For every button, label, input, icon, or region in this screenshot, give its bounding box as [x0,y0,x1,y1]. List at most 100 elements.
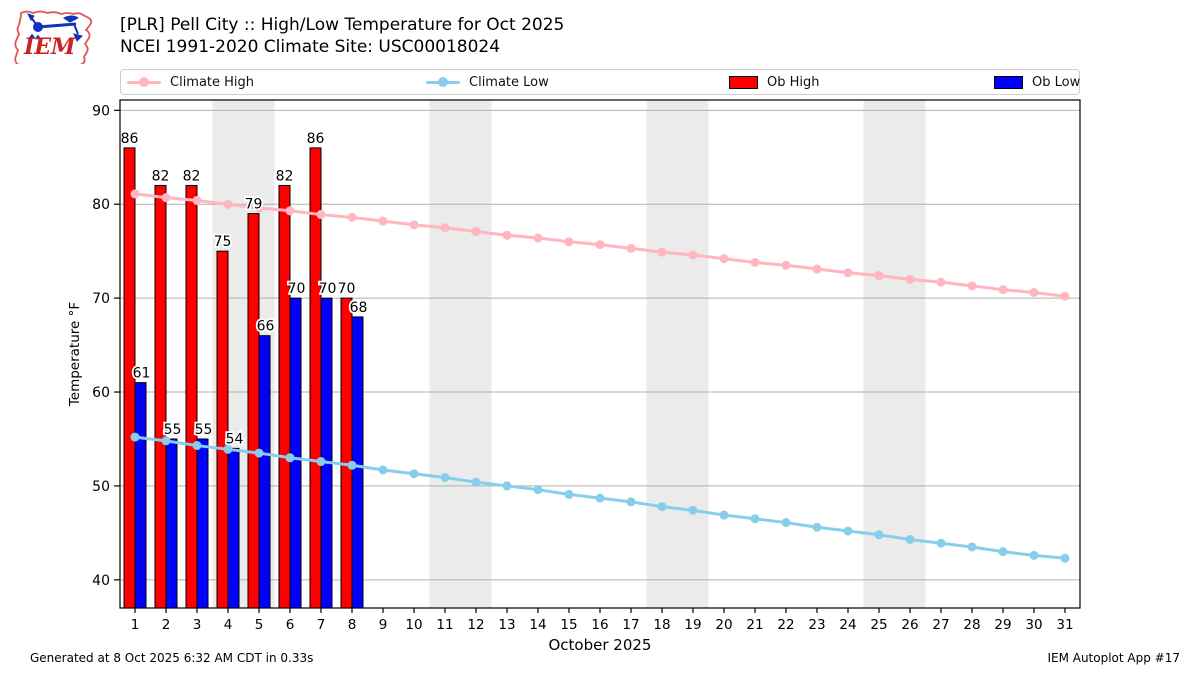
climate-high-marker [502,230,512,240]
ob-high-value-label: 70 [338,281,356,297]
x-tick-label: 22 [777,617,794,633]
climate-high-marker [1060,291,1070,301]
climate-high-marker [812,264,822,274]
x-tick-label: 26 [901,617,918,633]
climate-high-marker [936,277,946,287]
weathervane-icon [27,13,83,42]
ob-high-value-label: 82 [183,168,201,184]
climate-low-marker [719,510,729,520]
ob-high-bar [154,184,167,609]
x-tick-label: 25 [870,617,887,633]
climate-high-marker [998,285,1008,295]
climate-low-marker [285,453,295,463]
climate-low-marker [998,547,1008,557]
x-tick-label: 16 [591,617,608,633]
ob-low-value-label: 55 [164,422,182,438]
climate-high-sample-icon [127,77,161,87]
ob-low-bar [320,297,333,609]
x-axis-title: October 2025 [549,636,652,654]
climate-high-marker [843,268,853,278]
climate-low-marker [905,534,915,544]
climate-high-marker [905,274,915,284]
ob-high-bar [247,213,260,609]
x-tick-label: 28 [963,617,980,633]
climate-high-marker [967,281,977,291]
ob-high-bar [278,184,291,609]
climate-high-marker [688,250,698,260]
x-tick-label: 30 [1025,617,1042,633]
page-title: [PLR] Pell City :: High/Low Temperature … [120,15,565,35]
weekend-bands [212,100,926,608]
climate-low-marker [378,465,388,475]
x-tick-label: 14 [529,617,546,633]
climate-low-marker [440,472,450,482]
ob-low-value-label: 55 [195,422,213,438]
y-tick-label: 40 [92,573,110,589]
legend-label: Climate Low [469,74,549,90]
footer-generated-text: Generated at 8 Oct 2025 6:32 AM CDT in 0… [30,651,314,665]
x-tick-label: 12 [467,617,484,633]
climate-low-marker [347,460,357,470]
climate-low-marker [471,477,481,487]
ob-low-bar [196,438,209,609]
climate-low-marker [1029,550,1039,560]
climate-low-marker [595,493,605,503]
ob-low-value-label: 66 [257,319,275,335]
x-tick-label: 29 [994,617,1011,633]
y-tick-label: 70 [92,291,110,307]
climate-high-marker [347,212,357,222]
legend-label: Ob Low [1032,74,1081,90]
x-tick-label: 7 [317,617,326,633]
x-tick-label: 17 [622,617,639,633]
ob-low-bar [165,438,178,609]
climate-high-marker-icon [139,77,149,87]
climate-high-marker [719,254,729,264]
ob-high-value-label: 82 [276,168,294,184]
climate-high-marker [874,271,884,281]
x-tick-label: 19 [684,617,701,633]
climate-low-marker [409,469,419,479]
y-tick-label: 60 [92,385,110,401]
climate-low-marker [502,481,512,491]
ob-high-value-label: 75 [214,234,232,250]
x-tick-label: 21 [746,617,763,633]
weekend-band [646,100,709,608]
climate-high-marker [440,223,450,233]
climate-low-marker [254,448,264,458]
footer-app-text: IEM Autoplot App #17 [1047,651,1180,665]
legend-label: Ob High [767,74,820,90]
x-tick-label: 10 [405,617,422,633]
ob-low-sample-icon [994,75,1023,89]
page-subtitle: NCEI 1991-2020 Climate Site: USC00018024 [120,37,501,57]
ob-high-bar [185,184,198,609]
climate-low-marker [874,530,884,540]
weekend-band [863,100,926,608]
climate-low-marker [626,497,636,507]
y-tick-label: 80 [92,197,110,213]
climate-low-marker [843,526,853,536]
climate-low-marker [936,538,946,548]
climate-low-marker-icon [438,77,448,87]
ob-low-value-label: 54 [226,431,244,447]
x-tick-label: 20 [715,617,732,633]
climate-high-marker [192,195,202,205]
x-tick-label: 23 [808,617,825,633]
weekend-band [429,100,492,608]
x-tick-label: 6 [286,617,295,633]
x-tick-label: 11 [436,617,453,633]
climate-low-marker [192,441,202,451]
y-tick-label: 50 [92,479,110,495]
x-tick-label: 15 [560,617,577,633]
y-axis-title: Temperature °F [67,302,83,407]
x-tick-label: 9 [379,617,388,633]
x-tick-label: 1 [131,617,140,633]
climate-low-marker [161,436,171,446]
climate-low-marker [223,444,233,454]
legend-item-ob-high: Ob High [729,70,820,94]
x-tick-label: 24 [839,617,856,633]
x-tick-label: 31 [1056,617,1073,633]
ob-high-value-label: 86 [307,131,325,147]
climate-low-marker [130,432,140,442]
